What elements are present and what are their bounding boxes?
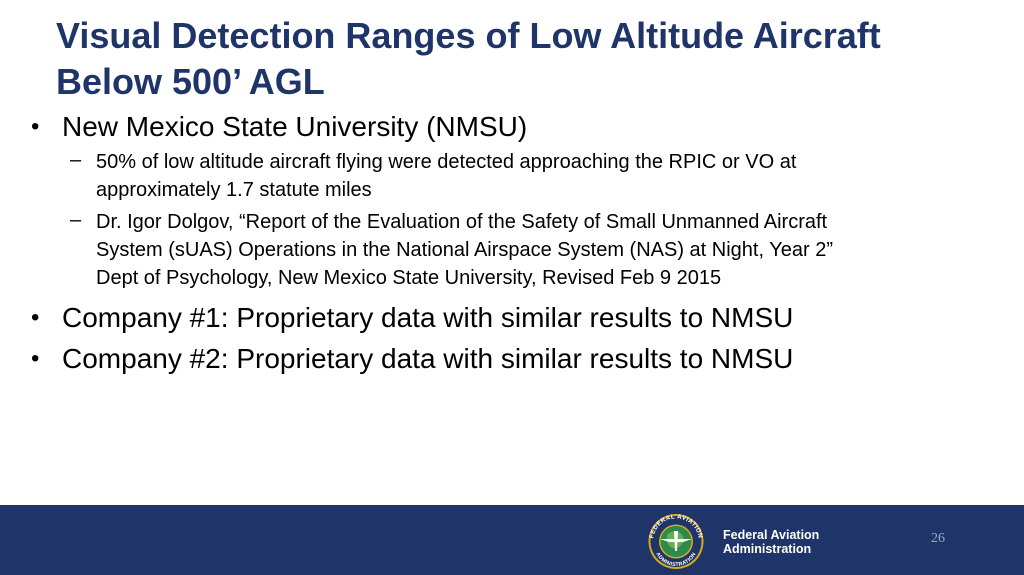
title-line-1: Visual Detection Ranges of Low Altitude … [56, 15, 881, 56]
sub-bullet-line: Dept of Psychology, New Mexico State Uni… [96, 267, 722, 289]
bullet-dot: • [31, 113, 40, 140]
sub-bullet-text: Dr. Igor Dolgov, “Report of the Evaluati… [96, 208, 976, 292]
bullet-text: Company #1: Proprietary data with simila… [62, 302, 794, 333]
bullet-dot: • [31, 345, 40, 372]
page-number: 26 [931, 531, 945, 546]
footer-band [0, 505, 1024, 575]
agency-name: Federal Aviation Administration [723, 528, 819, 556]
sub-bullet-text: 50% of low altitude aircraft flying were… [96, 148, 976, 204]
sub-bullet-dash: – [70, 149, 82, 171]
bullet-dot: • [31, 304, 40, 331]
title-line-2: Below 500’ AGL [56, 61, 325, 102]
sub-bullet-line: System (sUAS) Operations in the National… [96, 239, 833, 261]
sub-bullet-line: Dr. Igor Dolgov, “Report of the Evaluati… [96, 211, 828, 233]
sub-bullet-line: 50% of low altitude aircraft flying were… [96, 151, 797, 173]
bullet-text: Company #2: Proprietary data with simila… [62, 343, 794, 374]
slide-title: Visual Detection Ranges of Low Altitude … [56, 13, 996, 105]
bullet-text: New Mexico State University (NMSU) [62, 111, 528, 142]
faa-seal-logo: FEDERAL AVIATION ADMINISTRATION [648, 513, 704, 569]
sub-bullet-dash: – [70, 209, 82, 231]
agency-name-line-1: Federal Aviation [723, 528, 820, 542]
agency-name-line-2: Administration [723, 542, 812, 556]
sub-bullet-line: approximately 1.7 statute miles [96, 179, 372, 201]
